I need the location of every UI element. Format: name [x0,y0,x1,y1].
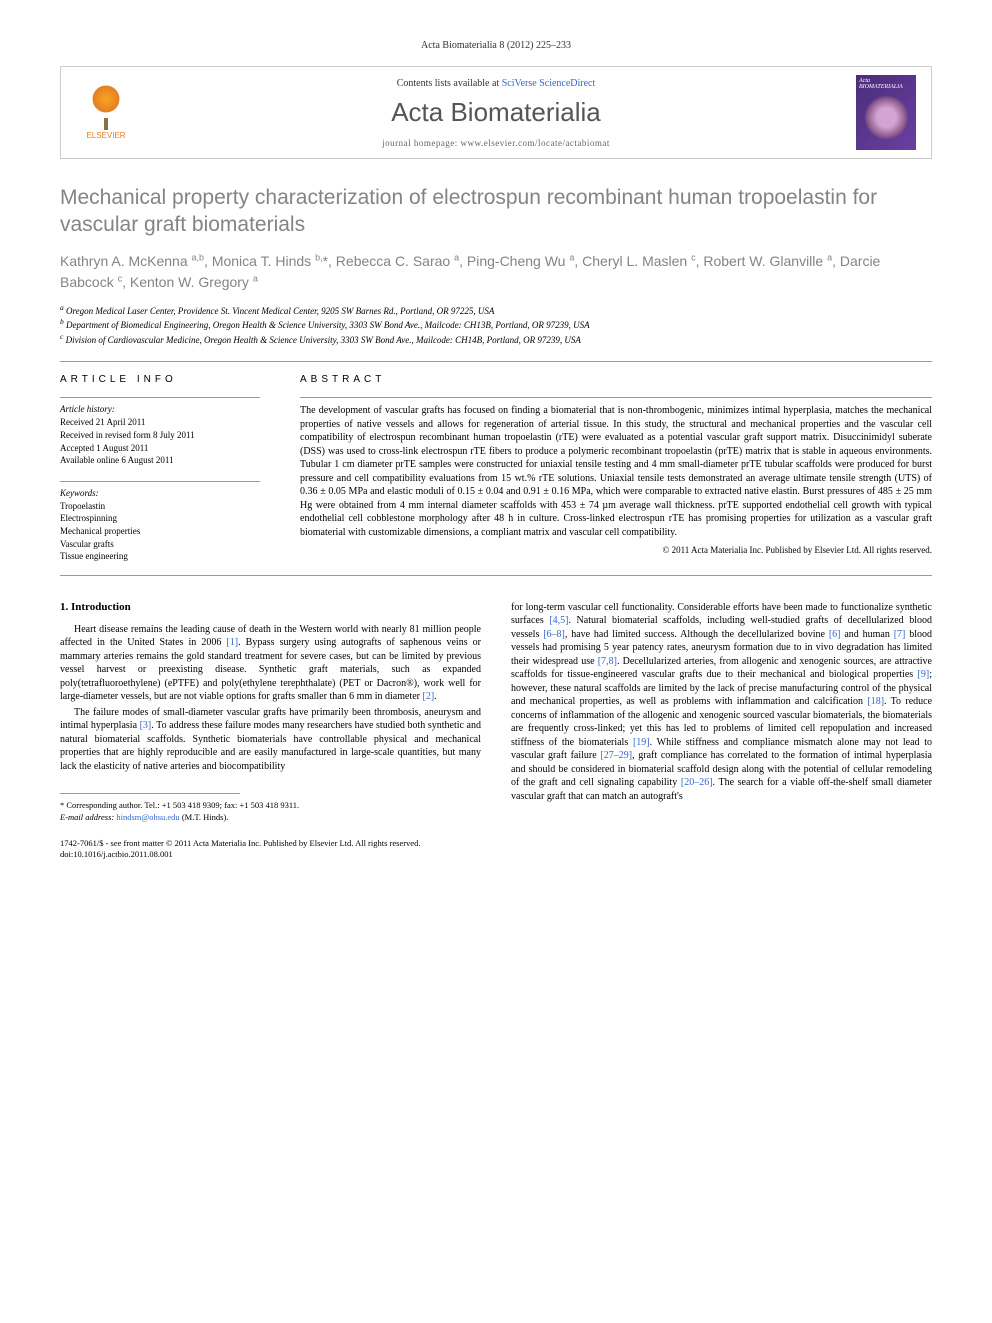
article-info-column: ARTICLE INFO Article history: Received 2… [60,374,260,562]
doi: doi:10.1016/j.actbio.2011.08.001 [60,849,932,860]
body-left-column: 1. Introduction Heart disease remains th… [60,601,481,824]
ref-link[interactable]: [6] [829,629,841,640]
header-center: Contents lists available at SciVerse Sci… [136,78,856,148]
divider [60,481,260,482]
keyword: Vascular grafts [60,538,260,551]
divider [300,397,932,398]
cover-image-icon [864,95,909,140]
cover-title: Acta BIOMATERIALIA [859,78,913,90]
ref-link[interactable]: [7] [894,629,906,640]
issn-line: 1742-7061/$ - see front matter © 2011 Ac… [60,838,932,849]
journal-header: ELSEVIER Contents lists available at Sci… [60,66,932,159]
divider [60,397,260,398]
ref-link[interactable]: [1] [226,637,238,648]
intro-para-2: The failure modes of small-diameter vasc… [60,706,481,774]
history-item: Available online 6 August 2011 [60,454,260,467]
divider [60,361,932,362]
affiliations: a Oregon Medical Laser Center, Providenc… [60,303,932,347]
history-label: Article history: [60,404,260,414]
ref-link[interactable]: [19] [633,737,650,748]
keyword: Mechanical properties [60,525,260,538]
journal-name: Acta Biomaterialia [136,97,856,128]
keyword: Tissue engineering [60,550,260,563]
header-citation: Acta Biomaterialia 8 (2012) 225–233 [60,40,932,51]
ref-link[interactable]: [18] [867,696,884,707]
keywords-label: Keywords: [60,488,260,498]
intro-para-3: for long-term vascular cell functionalit… [511,601,932,804]
ref-link[interactable]: [27–29] [600,750,632,761]
history-item: Received 21 April 2011 [60,416,260,429]
affiliation-b: b Department of Biomedical Engineering, … [60,317,932,332]
journal-cover: Acta BIOMATERIALIA [856,75,916,150]
sciencedirect-link[interactable]: SciVerse ScienceDirect [502,78,596,89]
footer-info: 1742-7061/$ - see front matter © 2011 Ac… [60,838,932,860]
intro-heading: 1. Introduction [60,601,481,613]
info-abstract-row: ARTICLE INFO Article history: Received 2… [60,374,932,562]
email-link[interactable]: hindsm@ohsu.edu [116,812,179,822]
body-columns: 1. Introduction Heart disease remains th… [60,601,932,824]
affiliation-c: c Division of Cardiovascular Medicine, O… [60,332,932,347]
ref-link[interactable]: [3] [140,720,152,731]
abstract-copyright: © 2011 Acta Materialia Inc. Published by… [300,545,932,555]
ref-link[interactable]: [20–26] [681,777,713,788]
authors-list: Kathryn A. McKenna a,b, Monica T. Hinds … [60,251,932,293]
keyword: Electrospinning [60,512,260,525]
ref-link[interactable]: [2] [423,691,435,702]
abstract-label: ABSTRACT [300,374,932,385]
history-item: Received in revised form 8 July 2011 [60,429,260,442]
elsevier-logo: ELSEVIER [76,80,136,145]
corresponding-author: * Corresponding author. Tel.: +1 503 418… [60,800,481,824]
keyword: Tropoelastin [60,500,260,513]
intro-para-1: Heart disease remains the leading cause … [60,623,481,704]
ref-link[interactable]: [9] [918,669,930,680]
history-item: Accepted 1 August 2011 [60,442,260,455]
contents-line: Contents lists available at SciVerse Sci… [136,78,856,89]
affiliation-a: a Oregon Medical Laser Center, Providenc… [60,303,932,318]
abstract-column: ABSTRACT The development of vascular gra… [300,374,932,562]
ref-link[interactable]: [7,8] [598,656,617,667]
divider [60,575,932,576]
article-info-label: ARTICLE INFO [60,374,260,385]
abstract-text: The development of vascular grafts has f… [300,404,932,539]
body-right-column: for long-term vascular cell functionalit… [511,601,932,824]
ref-link[interactable]: [4,5] [549,615,568,626]
tree-icon [86,85,126,125]
journal-homepage: journal homepage: www.elsevier.com/locat… [136,138,856,148]
elsevier-label: ELSEVIER [86,131,125,140]
footnote-divider [60,793,240,794]
article-title: Mechanical property characterization of … [60,184,932,239]
ref-link[interactable]: [6–8] [543,629,565,640]
